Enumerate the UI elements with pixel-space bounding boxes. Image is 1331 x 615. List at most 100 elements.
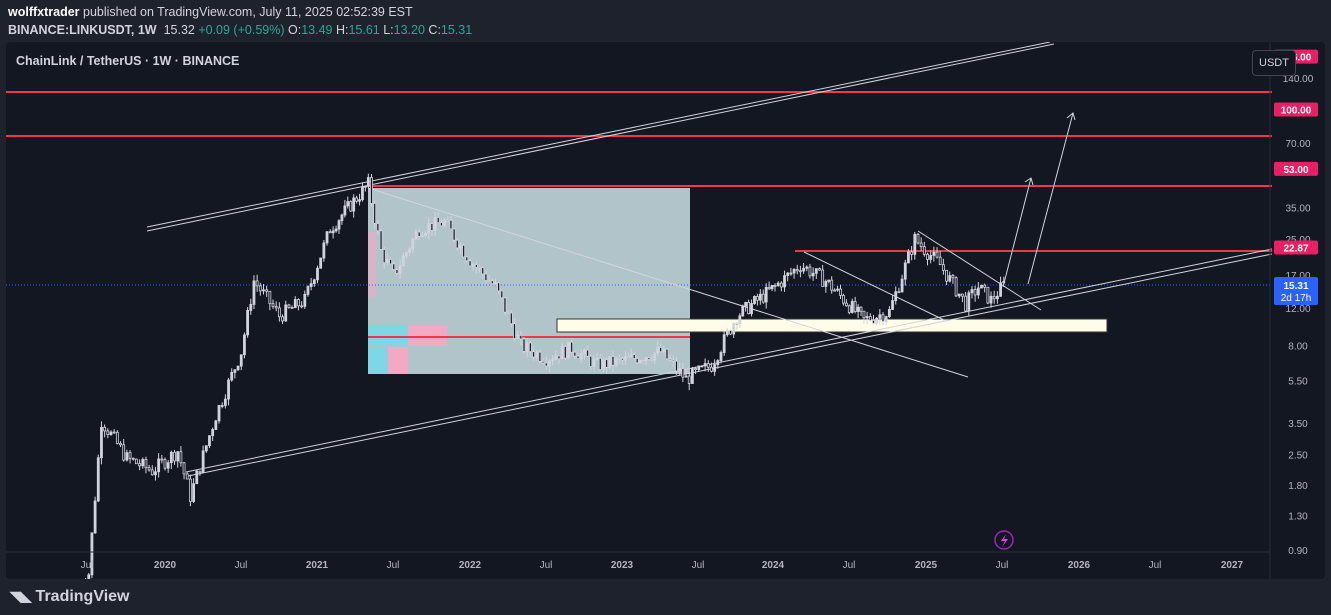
level-price-badge[interactable] [1274,102,1318,117]
candle-body [268,290,272,305]
candle-body [989,295,993,304]
candle-body [836,288,839,291]
candle-body [567,341,570,359]
candle-body [929,255,933,260]
candle-body [983,284,987,288]
projection-arrow-2[interactable] [1027,112,1074,285]
time-tick-label: 2021 [306,560,329,571]
price-change: +0.09 (+0.59%) [198,23,285,37]
level-price-badge[interactable] [1274,161,1318,176]
channel-lower-line-2[interactable] [187,253,1273,477]
candle-body [90,532,94,576]
volume-profile-bar [368,347,388,374]
candle-body [954,277,958,297]
price-tick-label: 140.00 [1283,74,1314,85]
lightning-icon[interactable] [994,530,1014,550]
candle-body [592,358,596,367]
candle-body [795,268,799,272]
current-price-label: 15.31 [1283,281,1308,292]
tradingview-logo[interactable]: ◥◣ TradingView [10,588,130,606]
price-scale[interactable]: 140.0070.0035.0025.0017.0012.008.005.503… [1269,42,1318,579]
footer: ◥◣ TradingView [0,580,1331,615]
candle-body [490,280,494,285]
candle-body [334,228,338,232]
support-zone[interactable] [556,318,1108,333]
candle-body [274,305,278,309]
channel-upper-line[interactable] [146,42,1051,228]
trendline-major[interactable] [367,187,969,378]
time-tick-label: Jul [692,560,705,571]
candle-body [297,299,300,307]
candle-body [516,334,520,339]
candle-body [112,431,116,434]
time-scale[interactable]: Jul 2020 Jul 2021 Jul 2022 Jul 2023 Jul 2024 Jul 20… [6,551,1270,571]
channel-lower-line[interactable] [185,248,1273,473]
candle-body [786,272,790,276]
candle-body [662,348,666,353]
time-tick-label: 2026 [1068,560,1091,571]
candle-body [687,375,691,384]
candle-body [919,242,923,248]
candle-body [910,251,914,255]
candle-body [258,285,262,292]
candle-body [932,251,936,256]
candle-body [478,266,481,269]
candle-body [131,457,135,460]
candle-body [227,379,230,400]
currency-button[interactable]: USDT [1252,50,1296,76]
price-tick-label: 12.00 [1285,304,1310,315]
candle-body [220,405,224,407]
candle-body [364,185,367,188]
candle-body [847,305,851,313]
time-tick-label: 2023 [611,560,634,571]
trendline-2024[interactable] [803,251,945,321]
candle-body [343,205,347,216]
candle-body [716,360,720,366]
candle-body [853,301,857,312]
candle-body [346,201,350,207]
low-label: L: [383,23,394,37]
chart-area[interactable]: 140.0070.0035.0025.0017.0012.008.005.503… [6,42,1325,579]
high-label: H: [335,23,349,37]
candle-body [973,289,977,296]
candle-body [887,309,891,318]
candle-body [173,451,176,462]
candle-body [497,282,500,292]
candle-body [595,357,599,360]
candle-body [681,368,685,378]
candle-body [446,219,450,222]
time-tick-label: Jul [540,560,553,571]
candle-body [455,239,459,249]
candle-body [753,296,756,304]
publisher-name[interactable]: wolffxtrader [8,5,80,19]
level-price-label: 22.87 [1283,243,1308,254]
candle-body [513,323,516,339]
projection-arrow-1[interactable] [1002,177,1032,288]
candle-body [744,302,748,307]
candle-body [799,270,802,273]
candle-body [783,275,786,288]
candle-body [361,186,364,201]
time-tick-label: 2027 [1221,560,1244,571]
candle-body [684,375,688,378]
level-price-badge[interactable] [1274,240,1318,255]
candle-body [166,462,170,469]
candle-body [671,359,675,362]
candle-body [352,197,356,212]
candle-body [916,234,920,244]
trendline-2025[interactable] [917,230,1042,311]
candle-body [223,398,227,406]
channel-upper-line-2[interactable] [146,43,1055,232]
candle-body [281,316,284,322]
candle-body [802,267,805,272]
candle-body [839,288,842,296]
candle-body [961,293,964,297]
candle-body [617,357,621,360]
candle-body [573,351,577,357]
current-price-badge[interactable] [1274,277,1318,305]
price-chart[interactable]: 140.0070.0035.0025.0017.0012.008.005.503… [6,42,1325,579]
candle-body [255,280,259,287]
candle-body [382,249,386,264]
candle-body [948,275,952,282]
candle-body [436,216,440,224]
